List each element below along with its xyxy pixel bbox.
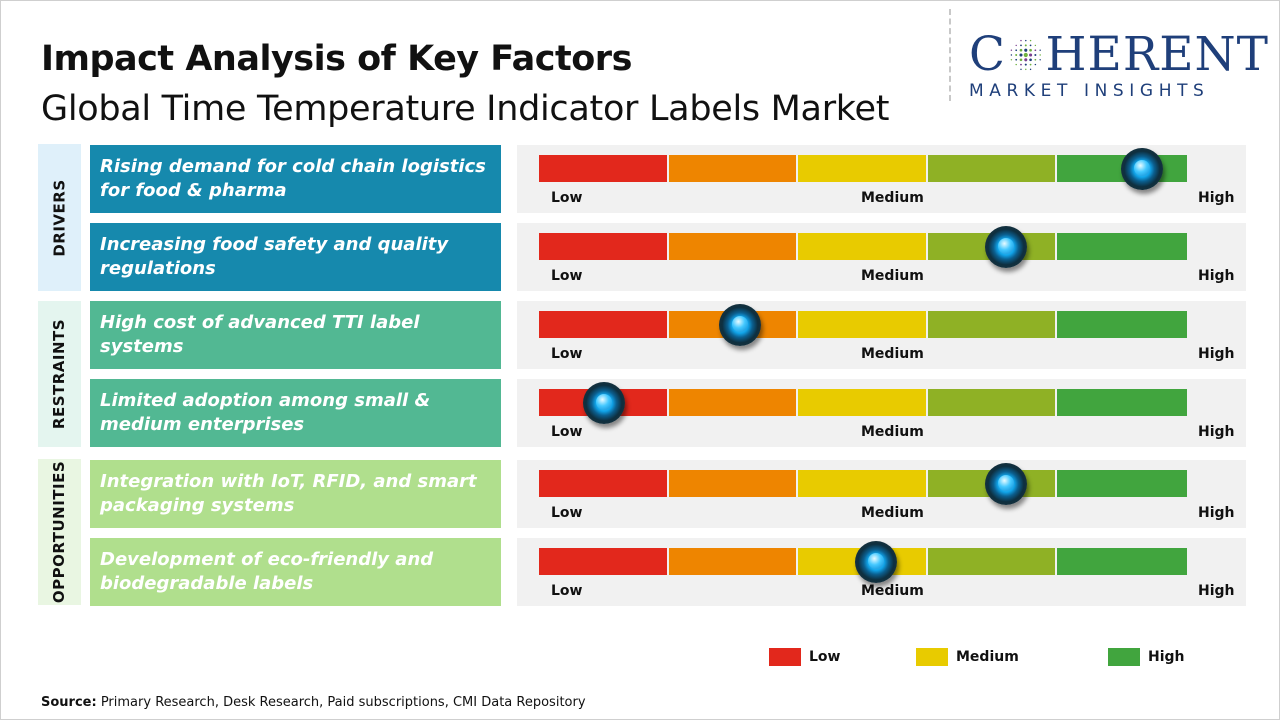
legend-item-low: Low bbox=[769, 648, 840, 666]
impact-scale-segment bbox=[798, 311, 926, 338]
impact-scale-segment bbox=[1057, 548, 1187, 575]
impact-gauge-panel: Low Medium High bbox=[517, 145, 1246, 213]
legend-swatch bbox=[769, 648, 801, 666]
impact-scale-band bbox=[539, 389, 1187, 416]
impact-scale-band bbox=[539, 233, 1187, 260]
company-logo: C HERENT MARKET INSIGHTS bbox=[969, 31, 1269, 102]
legend-swatch bbox=[1108, 648, 1140, 666]
legend-label: Low bbox=[809, 649, 841, 665]
impact-scale-segment bbox=[927, 155, 1056, 182]
category-restraints: RESTRAINTS bbox=[38, 301, 81, 447]
impact-scale-segment bbox=[539, 233, 667, 260]
impact-scale-segment bbox=[798, 233, 926, 260]
impact-scale-segment bbox=[1057, 311, 1187, 338]
scale-label-medium: Medium bbox=[861, 268, 924, 284]
scale-label-medium: Medium bbox=[861, 583, 924, 599]
factor-box: Increasing food safety and quality regul… bbox=[90, 223, 501, 291]
scale-label-high: High bbox=[1198, 190, 1235, 206]
impact-marker bbox=[984, 462, 1027, 505]
factor-label: Integration with IoT, RFID, and smart pa… bbox=[100, 471, 477, 516]
factor-label: Development of eco-friendly and biodegra… bbox=[100, 549, 434, 594]
scale-label-medium: Medium bbox=[861, 190, 924, 206]
factor-label: Rising demand for cold chain logistics f… bbox=[100, 156, 486, 201]
impact-scale-segment bbox=[927, 389, 1056, 416]
logo-dot-globe-icon bbox=[1010, 39, 1041, 71]
impact-scale-segment bbox=[1057, 470, 1187, 497]
impact-gauge-panel: Low Medium High bbox=[517, 538, 1246, 606]
impact-marker bbox=[1120, 147, 1163, 190]
impact-gauge-panel: Low Medium High bbox=[517, 223, 1246, 291]
scale-label-high: High bbox=[1198, 268, 1235, 284]
scale-label-low: Low bbox=[551, 190, 583, 206]
impact-scale-band bbox=[539, 155, 1187, 182]
impact-scale-segment bbox=[668, 470, 797, 497]
impact-scale-segment bbox=[798, 389, 926, 416]
category-label: DRIVERS bbox=[50, 178, 69, 257]
category-label: RESTRAINTS bbox=[50, 318, 69, 430]
legend-label: Medium bbox=[956, 649, 1019, 665]
impact-scale-segment bbox=[539, 548, 667, 575]
impact-marker bbox=[718, 303, 761, 346]
factor-box: Rising demand for cold chain logistics f… bbox=[90, 145, 501, 213]
chart-subtitle: Global Time Temperature Indicator Labels… bbox=[41, 89, 890, 129]
factor-label: Limited adoption among small & medium en… bbox=[100, 390, 431, 435]
logo-text-left: C bbox=[969, 27, 1006, 82]
category-drivers: DRIVERS bbox=[38, 144, 81, 291]
scale-label-high: High bbox=[1198, 583, 1235, 599]
scale-label-low: Low bbox=[551, 346, 583, 362]
factor-box: High cost of advanced TTI label systems bbox=[90, 301, 501, 369]
impact-scale-segment bbox=[927, 548, 1056, 575]
impact-marker bbox=[582, 381, 625, 424]
logo-tagline: MARKET INSIGHTS bbox=[969, 81, 1210, 101]
impact-scale-segment bbox=[539, 311, 667, 338]
impact-scale-segment bbox=[668, 155, 797, 182]
impact-scale-segment bbox=[539, 155, 667, 182]
chart-title: Impact Analysis of Key Factors bbox=[41, 39, 632, 79]
category-label: OPPORTUNITIES bbox=[50, 460, 69, 604]
impact-scale-segment bbox=[1057, 389, 1187, 416]
scale-label-medium: Medium bbox=[861, 505, 924, 521]
scale-label-low: Low bbox=[551, 505, 583, 521]
source-text: Primary Research, Desk Research, Paid su… bbox=[96, 695, 586, 710]
impact-gauge-panel: Low Medium High bbox=[517, 301, 1246, 369]
scale-label-high: High bbox=[1198, 346, 1235, 362]
impact-scale-segment bbox=[539, 470, 667, 497]
factor-box: Development of eco-friendly and biodegra… bbox=[90, 538, 501, 606]
scale-label-high: High bbox=[1198, 505, 1235, 521]
logo-text-right: HERENT bbox=[1045, 27, 1269, 82]
legend-item-high: High bbox=[1108, 648, 1185, 666]
impact-scale-band bbox=[539, 311, 1187, 338]
impact-scale-segment bbox=[798, 470, 926, 497]
header-divider bbox=[949, 9, 951, 101]
impact-scale-segment bbox=[668, 548, 797, 575]
impact-scale-segment bbox=[798, 155, 926, 182]
logo-wordmark: C HERENT bbox=[969, 31, 1269, 79]
scale-label-medium: Medium bbox=[861, 346, 924, 362]
factor-label: High cost of advanced TTI label systems bbox=[100, 312, 420, 357]
factor-label: Increasing food safety and quality regul… bbox=[100, 234, 449, 279]
impact-scale-segment bbox=[668, 233, 797, 260]
impact-marker bbox=[854, 540, 897, 583]
impact-scale-segment bbox=[927, 311, 1056, 338]
impact-scale-segment bbox=[1057, 233, 1187, 260]
scale-label-medium: Medium bbox=[861, 424, 924, 440]
scale-label-high: High bbox=[1198, 424, 1235, 440]
legend-item-medium: Medium bbox=[916, 648, 1019, 666]
factor-box: Limited adoption among small & medium en… bbox=[90, 379, 501, 447]
legend-label: High bbox=[1148, 649, 1185, 665]
category-opportunities: OPPORTUNITIES bbox=[38, 459, 81, 605]
impact-scale-band bbox=[539, 470, 1187, 497]
impact-scale-segment bbox=[668, 389, 797, 416]
source-note: Source: Primary Research, Desk Research,… bbox=[41, 695, 586, 710]
impact-gauge-panel: Low Medium High bbox=[517, 460, 1246, 528]
impact-marker bbox=[984, 225, 1027, 268]
impact-gauge-panel: Low Medium High bbox=[517, 379, 1246, 447]
scale-label-low: Low bbox=[551, 268, 583, 284]
factor-box: Integration with IoT, RFID, and smart pa… bbox=[90, 460, 501, 528]
scale-label-low: Low bbox=[551, 583, 583, 599]
source-label: Source: bbox=[41, 695, 97, 710]
scale-label-low: Low bbox=[551, 424, 583, 440]
legend-swatch bbox=[916, 648, 948, 666]
